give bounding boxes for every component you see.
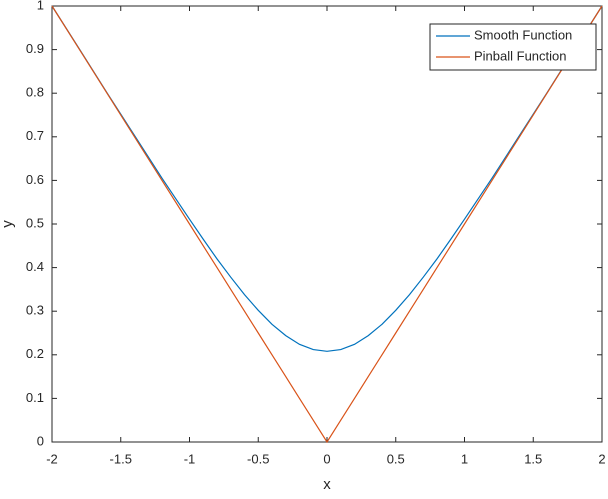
- y-tick-label: 0.2: [26, 346, 44, 361]
- x-tick-label: 0: [323, 451, 330, 466]
- y-tick-label: 0.4: [26, 259, 44, 274]
- y-tick-label: 0.6: [26, 172, 44, 187]
- y-tick-label: 0.5: [26, 215, 44, 230]
- x-tick-label: 1.5: [524, 451, 542, 466]
- y-tick-label: 0.3: [26, 303, 44, 318]
- x-tick-label: 2: [598, 451, 605, 466]
- y-tick-label: 1: [37, 0, 44, 12]
- y-tick-label: 0: [37, 433, 44, 448]
- y-tick-label: 0.9: [26, 41, 44, 56]
- y-axis-label: y: [0, 220, 16, 228]
- y-tick-label: 0.1: [26, 390, 44, 405]
- x-tick-label: 1: [461, 451, 468, 466]
- legend-label: Smooth Function: [474, 27, 572, 42]
- axes-box: [51, 5, 603, 443]
- x-tick-label: 0.5: [387, 451, 405, 466]
- line-series: [51, 5, 603, 444]
- x-tick-label: -0.5: [247, 451, 269, 466]
- y-tick-label: 0.8: [26, 85, 44, 100]
- x-tick-label: -2: [46, 451, 58, 466]
- x-tick-label: -1.5: [110, 451, 132, 466]
- legend-box: [429, 23, 597, 71]
- x-axis-label: x: [323, 476, 331, 493]
- y-tick-label: 0.7: [26, 128, 44, 143]
- x-tick-label: -1: [184, 451, 196, 466]
- line-series: [51, 5, 603, 352]
- legend-label: Pinball Function: [474, 48, 567, 63]
